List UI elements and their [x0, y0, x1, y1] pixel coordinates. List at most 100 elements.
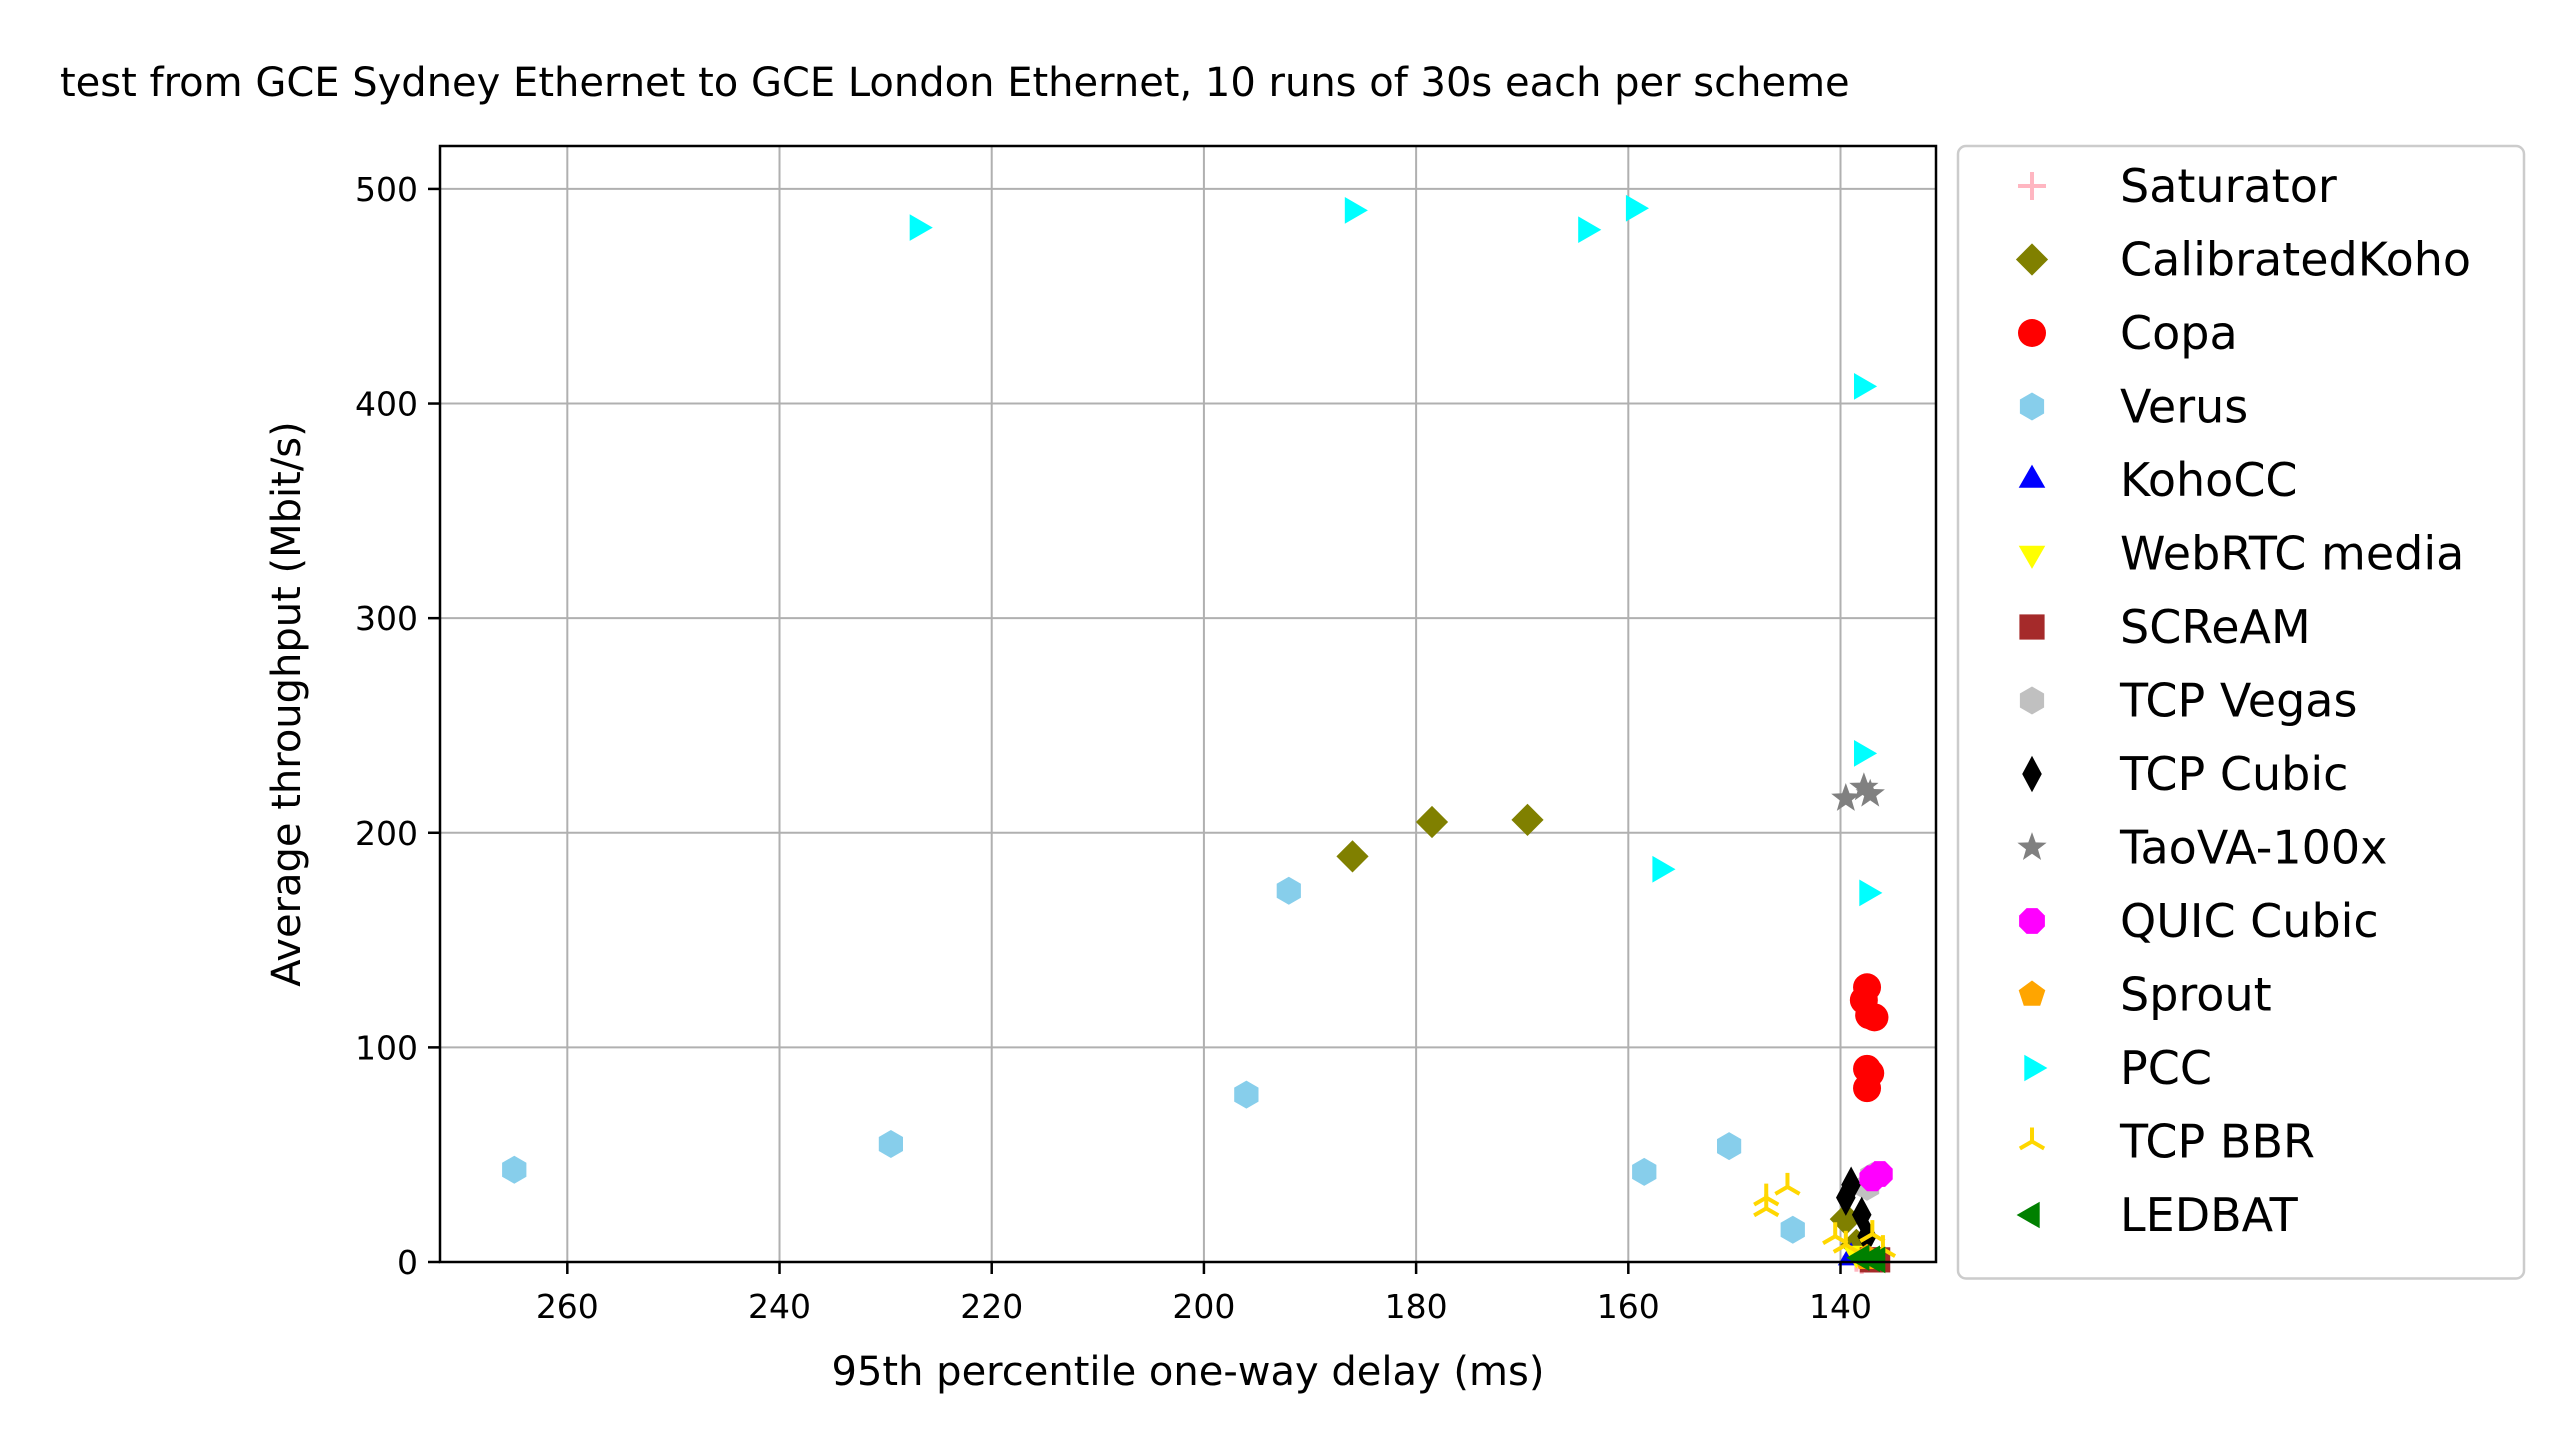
- data-point: [1336, 840, 1369, 873]
- data-points: [502, 194, 1897, 1274]
- x-axis-label: 95th percentile one-way delay (ms): [832, 1349, 1545, 1395]
- data-point: [1829, 1203, 1862, 1236]
- legend-label: Verus: [2120, 380, 2248, 434]
- legend-item: QUIC Cubic: [2019, 894, 2379, 948]
- series-quic-cubic: [1859, 1161, 1893, 1192]
- data-point: [1578, 216, 1602, 243]
- data-point: [1832, 1230, 1859, 1254]
- grid: [440, 146, 1936, 1263]
- data-point: [1841, 1166, 1861, 1203]
- series-verus: [502, 876, 1805, 1244]
- data-point: [1632, 1157, 1657, 1186]
- legend-marker: [2019, 614, 2045, 640]
- legend-item: PCC: [2024, 1041, 2212, 1095]
- x-tick-label: 160: [1597, 1287, 1660, 1326]
- data-point: [1862, 1246, 1886, 1274]
- legend-marker: [2018, 980, 2046, 1006]
- data-point: [1854, 373, 1878, 400]
- data-point: [1854, 740, 1878, 767]
- legend-label: TCP Cubic: [2119, 747, 2348, 801]
- data-point: [909, 214, 933, 241]
- data-point: [1866, 1161, 1893, 1187]
- x-tick-label: 240: [748, 1287, 811, 1326]
- plot-area-frame: [438, 144, 1938, 1264]
- legend: Saturator CalibratedKoho Copa Verus KohoCC We…: [1956, 144, 2526, 1280]
- x-tick-label: 140: [1809, 1287, 1872, 1326]
- legend-item: Saturator: [2018, 159, 2337, 213]
- legend-label: Saturator: [2120, 159, 2337, 213]
- data-point: [1780, 1215, 1805, 1244]
- data-point: [1855, 778, 1885, 807]
- chart-title: test from GCE Sydney Ethernet to GCE Lon…: [60, 60, 1850, 106]
- legend-label: CalibratedKoho: [2120, 233, 2471, 287]
- legend-label: WebRTC media: [2120, 527, 2464, 581]
- legend-item: Copa: [2018, 306, 2238, 360]
- series-copa: [1849, 973, 1889, 1103]
- y-tick-label: 500: [355, 170, 418, 209]
- legend-label: TCP Vegas: [2119, 674, 2357, 728]
- x-tick-label: 200: [1172, 1287, 1235, 1326]
- data-point: [1625, 194, 1649, 222]
- series-pcc: [909, 194, 1883, 907]
- legend-label: Sprout: [2120, 968, 2272, 1022]
- legend-item: Sprout: [2018, 968, 2272, 1022]
- legend-item: KohoCC: [2018, 453, 2298, 507]
- data-point: [1234, 1080, 1259, 1109]
- legend-marker: [2018, 319, 2046, 347]
- data-point: [878, 1130, 903, 1158]
- legend-item: TCP Vegas: [2019, 674, 2357, 728]
- data-point: [1652, 855, 1676, 883]
- legend-label: Copa: [2120, 306, 2238, 360]
- legend-marker: [2018, 172, 2046, 200]
- legend-marker: [2017, 832, 2047, 860]
- legend-box: [1956, 144, 2526, 1280]
- data-point: [1276, 876, 1301, 905]
- legend-marker: [2018, 545, 2046, 569]
- data-point: [1853, 1074, 1882, 1103]
- legend-marker: [2019, 392, 2045, 421]
- x-tick-label: 180: [1385, 1287, 1448, 1326]
- y-tick-label: 300: [355, 599, 418, 638]
- legend-item: SCReAM: [2019, 600, 2311, 654]
- legend-item: Verus: [2019, 380, 2248, 434]
- legend-label: LEDBAT: [2120, 1188, 2299, 1242]
- series-taova-100x: [1831, 772, 1885, 811]
- legend-marker: [2019, 686, 2045, 715]
- y-tick-label: 0: [397, 1243, 418, 1282]
- data-point: [1511, 803, 1544, 836]
- data-point: [1860, 1003, 1889, 1032]
- legend-label: TCP BBR: [2119, 1115, 2315, 1169]
- series-ledbat: [1846, 1244, 1886, 1274]
- data-point: [1846, 1244, 1870, 1271]
- data-point: [1753, 1194, 1780, 1218]
- data-point: [1774, 1172, 1801, 1196]
- legend-marker: [2024, 1054, 2048, 1082]
- legend-marker: [2018, 1127, 2046, 1151]
- legend-item: TCP BBR: [2018, 1115, 2315, 1169]
- y-tick-label: 100: [355, 1028, 418, 1067]
- legend-item: WebRTC media: [2018, 527, 2464, 581]
- y-tick-label: 400: [355, 385, 418, 424]
- legend-marker: [2018, 464, 2046, 488]
- y-tick-label: 200: [355, 814, 418, 853]
- legend-label: TaoVA-100x: [2119, 821, 2387, 875]
- data-point: [1415, 805, 1449, 839]
- legend-label: QUIC Cubic: [2120, 894, 2379, 948]
- axis-ticks: 260 240 220 200 180 160 140 0 100 200 300 400 500: [355, 170, 1872, 1326]
- legend-marker: [2022, 755, 2042, 793]
- legend-item: CalibratedKoho: [2015, 233, 2471, 287]
- data-point: [1344, 197, 1368, 224]
- legend-marker: [2016, 1201, 2040, 1229]
- legend-label: KohoCC: [2120, 453, 2298, 507]
- y-axis-label: Average throughput (Mbit/s): [264, 421, 310, 987]
- data-point: [1717, 1132, 1742, 1161]
- data-point: [1849, 772, 1879, 801]
- data-point: [502, 1155, 527, 1184]
- legend-label: PCC: [2120, 1041, 2212, 1095]
- data-point: [1831, 783, 1861, 811]
- legend-marker: [2019, 908, 2045, 934]
- data-point: [1859, 879, 1883, 907]
- legend-marker: [2015, 243, 2049, 276]
- x-tick-label: 260: [536, 1287, 599, 1326]
